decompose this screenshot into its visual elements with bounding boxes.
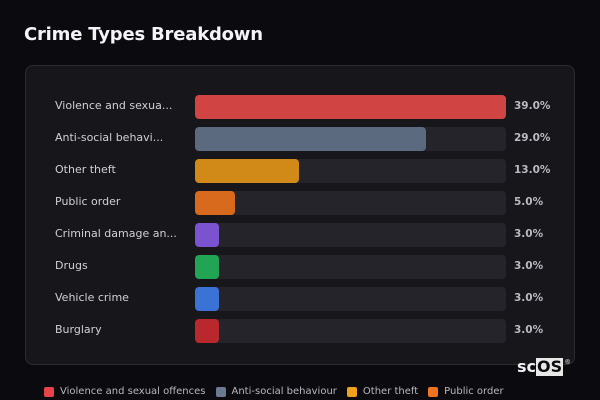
legend-item[interactable]: Public order — [428, 386, 504, 397]
bar-value: 5.0% — [514, 196, 544, 208]
bar-row: Other theft 13.0% — [26, 159, 574, 183]
bar-label: Burglary — [55, 323, 102, 336]
bar-value: 29.0% — [514, 132, 551, 144]
scos-logo: sc OS ® — [517, 358, 571, 376]
bar-value: 39.0% — [514, 100, 551, 112]
legend-item[interactable]: Violence and sexual offences — [44, 386, 206, 397]
bar-row: Criminal damage an... 3.0% — [26, 223, 574, 247]
bar-value: 3.0% — [514, 228, 544, 240]
bar-label: Drugs — [55, 259, 88, 272]
bar-label: Criminal damage an... — [55, 227, 177, 240]
legend-label: Other theft — [362, 386, 419, 397]
bar-track — [195, 319, 506, 343]
legend-swatch-icon — [346, 386, 357, 397]
bar-fill — [195, 95, 506, 119]
legend-label: Violence and sexual offences — [60, 386, 206, 397]
legend-swatch-icon — [428, 386, 439, 397]
bar-fill — [195, 319, 219, 343]
bar-row: Violence and sexua... 39.0% — [26, 95, 574, 119]
legend-swatch-icon — [215, 386, 226, 397]
bar-fill — [195, 255, 219, 279]
bar-label: Anti-social behavi... — [55, 131, 164, 144]
legend-label: Anti-social behaviour — [231, 386, 337, 397]
bar-label: Other theft — [55, 163, 116, 176]
logo-sc: sc — [517, 357, 537, 376]
bar-row: Burglary 3.0% — [26, 319, 574, 343]
bar-label: Vehicle crime — [55, 291, 129, 304]
bar-row: Anti-social behavi... 29.0% — [26, 127, 574, 151]
legend-swatch-icon — [44, 386, 54, 397]
bar-track — [195, 95, 506, 119]
bar-fill — [195, 159, 299, 183]
bar-track — [195, 159, 506, 183]
bar-fill — [195, 127, 427, 151]
bar-fill — [195, 223, 219, 247]
bar-track — [195, 127, 506, 151]
bar-track — [195, 223, 506, 247]
bar-track — [195, 255, 506, 279]
bar-label: Public order — [55, 195, 121, 208]
bar-value: 3.0% — [514, 324, 544, 336]
bar-label: Violence and sexua... — [55, 99, 173, 112]
legend-item[interactable]: Anti-social behaviour — [215, 386, 337, 397]
page-title: Crime Types Breakdown — [24, 24, 263, 45]
bar-row: Vehicle crime 3.0% — [26, 287, 574, 311]
bar-fill — [195, 287, 219, 311]
bar-row: Drugs 3.0% — [26, 255, 574, 279]
chart-panel: Violence and sexua... 39.0% Anti-social … — [25, 65, 575, 365]
bar-fill — [195, 191, 235, 215]
bar-value: 3.0% — [514, 292, 544, 304]
bar-value: 3.0% — [514, 260, 544, 272]
logo-os: OS — [536, 357, 564, 376]
legend-label: Public order — [444, 386, 504, 397]
bar-value: 13.0% — [514, 164, 551, 176]
registered-icon: ® — [564, 358, 572, 366]
bar-row: Public order 5.0% — [26, 191, 574, 215]
chart-legend: Violence and sexual offences Anti-social… — [44, 386, 514, 397]
bar-track — [195, 191, 506, 215]
legend-item[interactable]: Other theft — [346, 386, 419, 397]
bar-track — [195, 287, 506, 311]
